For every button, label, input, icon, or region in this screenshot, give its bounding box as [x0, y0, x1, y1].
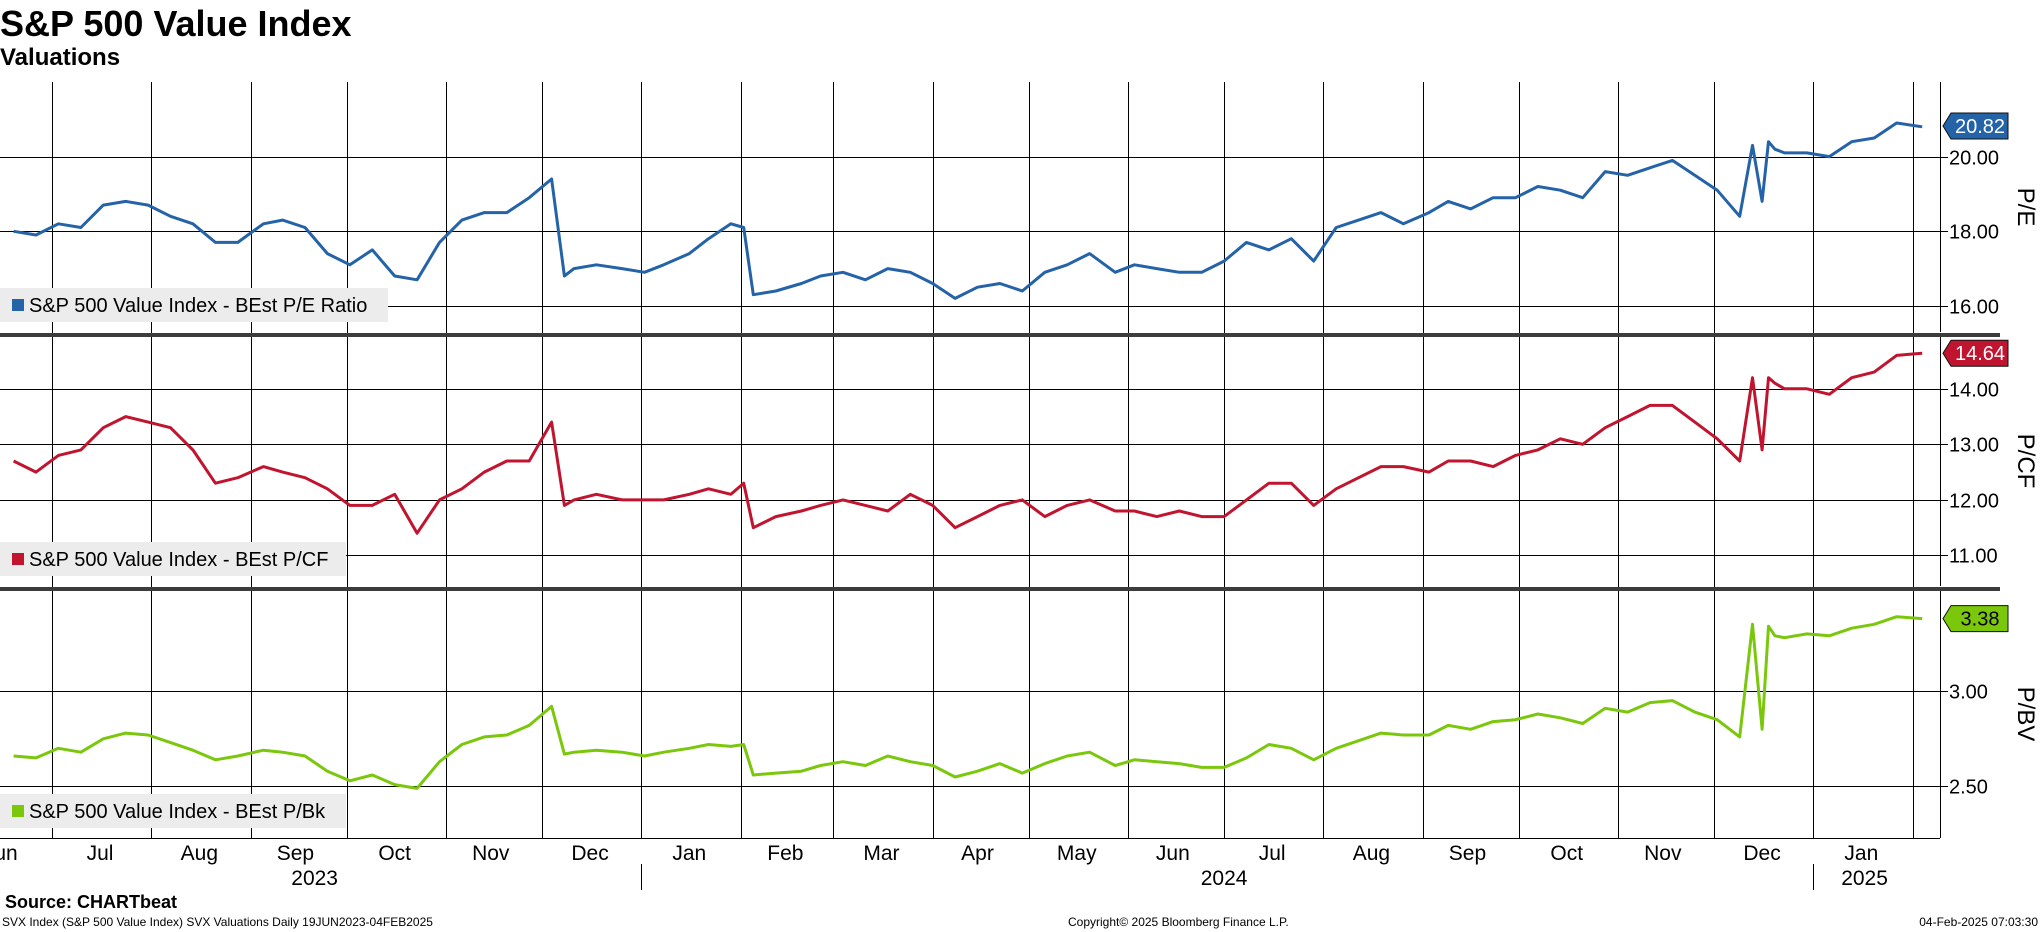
- y-axis-title: P/BV: [2012, 687, 2039, 742]
- chart-title: S&P 500 Value Index: [0, 3, 352, 44]
- footer-description: SVX Index (S&P 500 Value Index) SVX Valu…: [2, 915, 433, 929]
- x-tick-label: Jul: [1259, 842, 1286, 865]
- x-tick-label: Jun: [0, 842, 18, 865]
- x-tick-label: Oct: [378, 842, 411, 865]
- legend: S&P 500 Value Index - BEst P/E Ratio: [0, 288, 388, 322]
- y-tick-label: 2.50: [1949, 777, 1988, 799]
- x-tick-label: Jul: [87, 842, 114, 865]
- footer-timestamp: 04-Feb-2025 07:03:30: [1919, 915, 2038, 929]
- legend: S&P 500 Value Index - BEst P/Bk: [0, 794, 346, 828]
- y-tick-label: 18.00: [1949, 222, 1999, 244]
- series-line: [13, 121, 1923, 300]
- x-tick-label: Dec: [1743, 842, 1780, 865]
- last-value-label: 3.38: [1961, 609, 2000, 631]
- x-tick-label: Sep: [277, 842, 314, 865]
- source-note: Source: CHARTbeat: [5, 892, 178, 912]
- x-tick-label: Jun: [1156, 842, 1190, 865]
- y-tick-label: 16.00: [1949, 297, 1999, 319]
- last-value-tag: 3.38: [1942, 605, 2009, 633]
- x-tick-label: Feb: [767, 842, 803, 865]
- panel-divider: [0, 587, 2000, 591]
- last-value-tag-bg: [1942, 112, 2009, 140]
- x-tick-label: May: [1057, 842, 1097, 865]
- x-tick-label: Oct: [1550, 842, 1583, 865]
- legend-box: [0, 542, 346, 576]
- y-tick-label: 3.00: [1949, 682, 1988, 704]
- year-label: 2024: [1201, 867, 1248, 890]
- year-label: 2023: [291, 867, 338, 890]
- last-value-tag-bg: [1942, 605, 2009, 633]
- x-tick-label: Jan: [672, 842, 706, 865]
- legend-label: S&P 500 Value Index - BEst P/Bk: [29, 801, 326, 823]
- x-tick-label: Sep: [1449, 842, 1486, 865]
- last-value-tag-bg: [1942, 339, 2009, 367]
- x-tick-label: Aug: [1353, 842, 1390, 865]
- panel-divider: [0, 333, 2000, 337]
- y-tick-label: 11.00: [1949, 546, 1998, 568]
- y-tick-label: 14.00: [1949, 380, 1999, 402]
- legend-swatch: [12, 805, 24, 817]
- x-tick-label: Dec: [571, 842, 608, 865]
- year-label: 2025: [1841, 867, 1888, 890]
- last-value-label: 20.82: [1955, 116, 2005, 138]
- series-line: [13, 615, 1923, 790]
- x-tick-label: Nov: [472, 842, 510, 865]
- series-line: [12, 351, 1923, 535]
- chart-subtitle: Valuations: [0, 44, 121, 71]
- y-axis-title: P/E: [2012, 188, 2039, 227]
- legend-box: [0, 794, 346, 828]
- y-axis-title: P/CF: [2012, 434, 2039, 489]
- y-tick-label: 20.00: [1949, 148, 1999, 170]
- last-value-tag: 14.64: [1942, 339, 2009, 367]
- x-tick-label: Apr: [961, 842, 994, 865]
- x-tick-label: Nov: [1644, 842, 1682, 865]
- legend-box: [0, 288, 388, 322]
- legend-swatch: [12, 553, 24, 565]
- y-tick-label: 12.00: [1949, 491, 1999, 513]
- legend-label: S&P 500 Value Index - BEst P/E Ratio: [29, 295, 367, 317]
- last-value-tag: 20.82: [1942, 112, 2009, 140]
- legend-swatch: [12, 299, 24, 311]
- legend: S&P 500 Value Index - BEst P/CF: [0, 542, 346, 576]
- footer-copyright: Copyright© 2025 Bloomberg Finance L.P.: [1068, 915, 1289, 929]
- x-tick-label: Aug: [181, 842, 218, 865]
- legend-label: S&P 500 Value Index - BEst P/CF: [29, 549, 328, 571]
- x-tick-label: Jan: [1844, 842, 1878, 865]
- y-tick-label: 13.00: [1949, 435, 1999, 457]
- x-tick-label: Mar: [863, 842, 899, 865]
- last-value-label: 14.64: [1955, 343, 2005, 365]
